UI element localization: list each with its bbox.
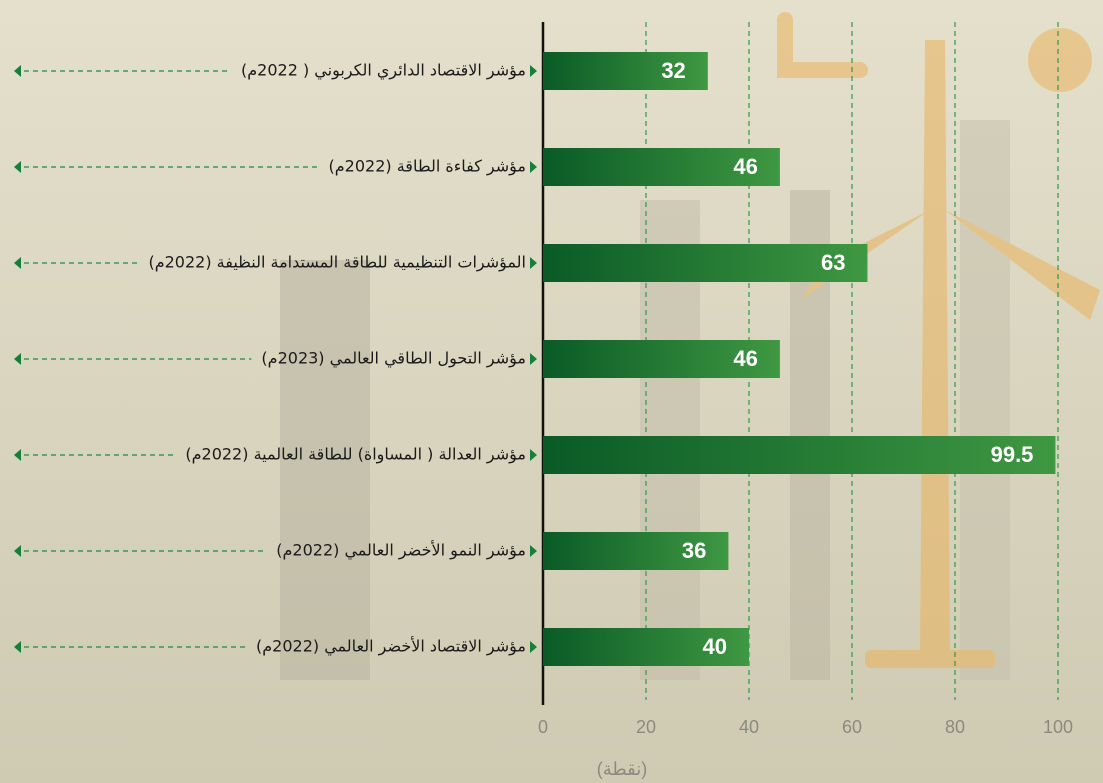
label-arrow — [530, 161, 537, 173]
label-arrow — [530, 65, 537, 77]
label-arrow — [530, 353, 537, 365]
label-arrow — [530, 545, 537, 557]
category-label: المؤشرات التنظيمية للطاقة المستدامة النظ… — [148, 253, 526, 273]
x-tick-label: 20 — [636, 717, 656, 737]
category-label: مؤشر الاقتصاد الأخضر العالمي (2022م) — [256, 636, 526, 657]
category-label: مؤشر التحول الطاقي العالمي (2023م) — [261, 349, 526, 369]
x-tick-label: 40 — [739, 717, 759, 737]
leader-arrow — [14, 641, 21, 653]
bar — [543, 628, 749, 666]
leader-arrow — [14, 257, 21, 269]
x-tick-label: 80 — [945, 717, 965, 737]
x-tick-label: 0 — [538, 717, 548, 737]
value-label: 46 — [733, 346, 757, 371]
label-arrow — [530, 641, 537, 653]
category-label: مؤشر الاقتصاد الدائري الكربوني ( 2022م) — [241, 61, 526, 81]
bar — [543, 340, 780, 378]
bar — [543, 52, 708, 90]
value-label: 32 — [661, 58, 685, 83]
value-label: 46 — [733, 154, 757, 179]
leader-arrow — [14, 449, 21, 461]
label-arrow — [530, 449, 537, 461]
leader-arrow — [14, 65, 21, 77]
category-label: مؤشر العدالة ( المساواة) للطاقة العالمية… — [185, 445, 526, 465]
category-label: مؤشر النمو الأخضر العالمي (2022م) — [276, 540, 526, 561]
x-axis-label: (نقطة) — [597, 759, 648, 779]
bar — [543, 244, 868, 282]
bar — [543, 148, 780, 186]
value-label: 99.5 — [991, 442, 1034, 467]
category-label: مؤشر كفاءة الطاقة (2022م) — [329, 157, 526, 177]
value-label: 36 — [682, 538, 706, 563]
x-tick-label: 100 — [1043, 717, 1073, 737]
value-label: 40 — [703, 634, 727, 659]
bar — [543, 532, 729, 570]
bar — [543, 436, 1056, 474]
leader-arrow — [14, 161, 21, 173]
leader-arrow — [14, 353, 21, 365]
value-label: 63 — [821, 250, 845, 275]
x-tick-label: 60 — [842, 717, 862, 737]
label-arrow — [530, 257, 537, 269]
leader-arrow — [14, 545, 21, 557]
